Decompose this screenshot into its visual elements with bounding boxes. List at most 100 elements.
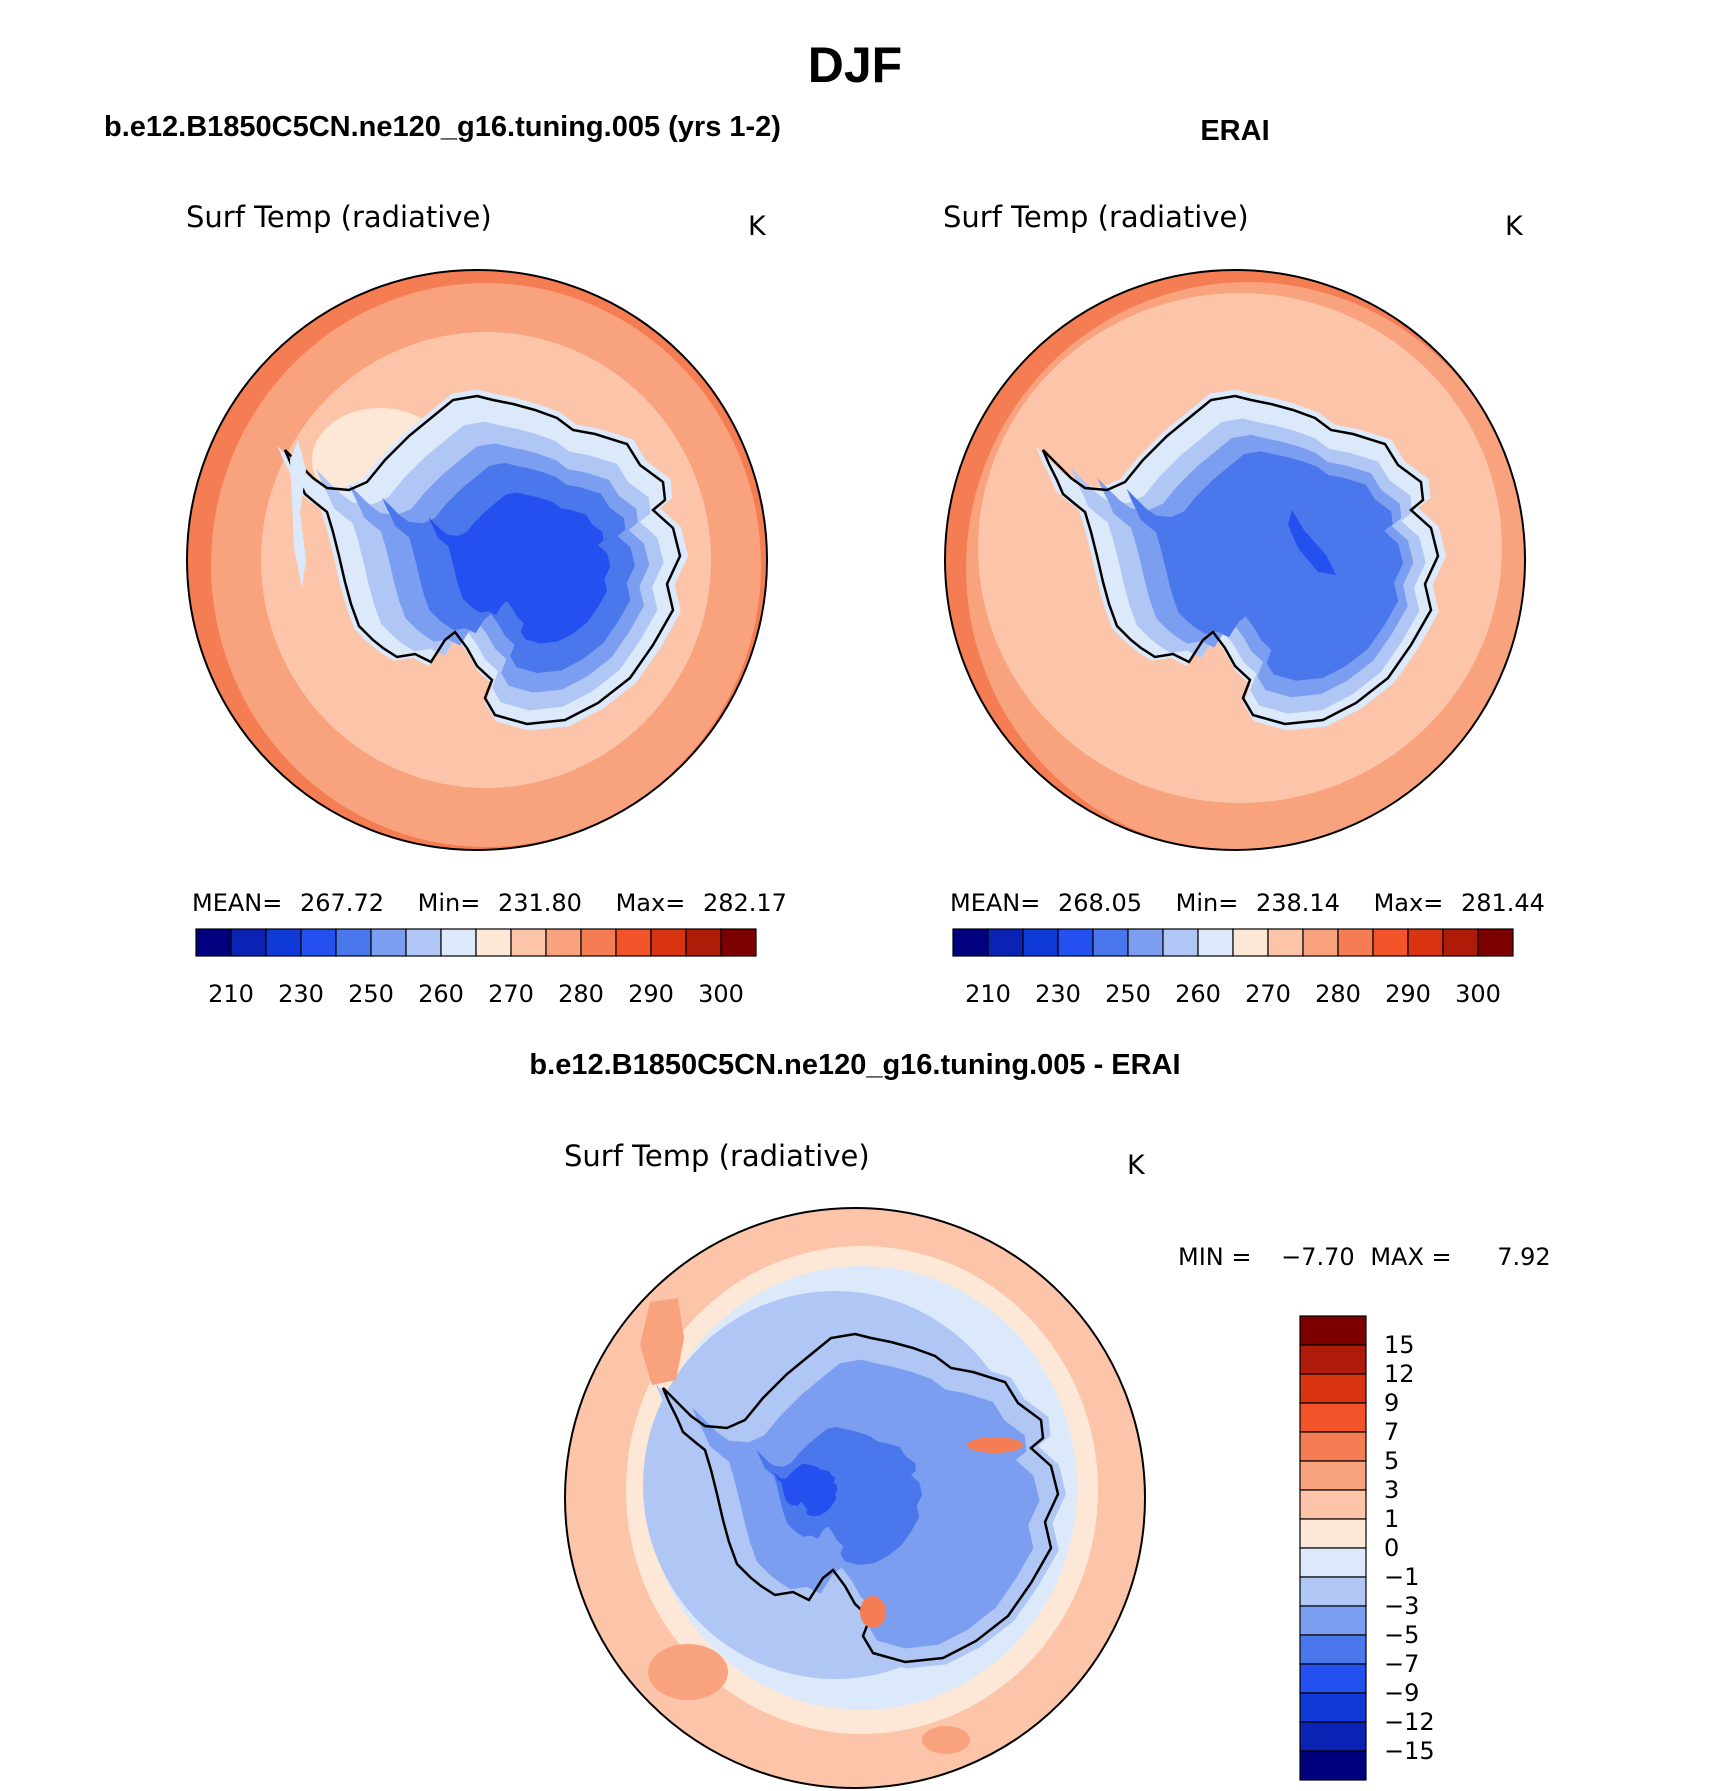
panel-erai-colorbar-tick-label: 260 [1175,980,1221,1008]
panel-model-colorbar-swatch [580,928,617,957]
panel-diff-colorbar-swatch [1299,1518,1367,1549]
panel-diff-min-label: MIN = [1178,1243,1251,1271]
panel-diff-colorbar-tick-label: −15 [1384,1737,1435,1765]
panel-diff-variable: Surf Temp (radiative) [564,1139,870,1173]
panel-model-stats: MEAN= 267.72 Min= 231.80 Max= 282.17 [192,889,787,917]
panel-diff-colorbar-tick-label: 15 [1384,1331,1415,1359]
panel-erai-colorbar-swatch [1442,928,1479,957]
panel-erai-stats: MEAN= 268.05 Min= 238.14 Max= 281.44 [950,889,1545,917]
panel-diff-colorbar-tick-label: −12 [1384,1708,1435,1736]
panel-diff-colorbar-tick-label: 0 [1384,1534,1399,1562]
panel-erai-colorbar-swatch [1477,928,1514,957]
panel-model-colorbar-tick-label: 230 [278,980,324,1008]
panel-diff-colorbar-tick-label: 12 [1384,1360,1415,1388]
panel-diff-case-title: b.e12.B1850C5CN.ne120_g16.tuning.005 - E… [529,1049,1180,1081]
panel-diff-colorbar-tick-label: −5 [1384,1621,1419,1649]
panel-erai-colorbar-tick-label: 300 [1455,980,1501,1008]
panel-model-colorbar-tick-label: 250 [348,980,394,1008]
panel-model-mean: 267.72 [300,889,384,917]
panel-model: b.e12.B1850C5CN.ne120_g16.tuning.005 (yr… [104,111,787,1008]
panel-model-colorbar-swatch [370,928,407,957]
panel-model-map [187,270,767,850]
panel-erai-mean: 268.05 [1058,889,1142,917]
panel-erai-colorbar-swatch [1302,928,1339,957]
panel-diff-colorbar-tick-label: −9 [1384,1679,1419,1707]
panel-erai-colorbar-tick-label: 230 [1035,980,1081,1008]
panel-diff-colorbar-swatch [1299,1605,1367,1636]
panel-erai-colorbar-swatch [1232,928,1269,957]
panel-diff-colorbar-swatch [1299,1692,1367,1723]
panel-diff-colorbar-swatch [1299,1402,1367,1433]
panel-erai-colorbar-swatch [1127,928,1164,957]
panel-erai-colorbar: 210 230 250 260 270 280 290 300 [952,928,1514,1008]
panel-model-colorbar-swatch [650,928,687,957]
panel-model-colorbar-tick-label: 210 [208,980,254,1008]
panel-model-colorbar-tick-label: 270 [488,980,534,1008]
panel-diff-colorbar-swatch [1299,1721,1367,1752]
panel-diff-colorbar-swatch [1299,1315,1367,1346]
panel-erai-colorbar-tick-label: 250 [1105,980,1151,1008]
panel-diff-colorbar-tick-label: −7 [1384,1650,1419,1678]
panel-diff-colorbar-tick-label: 3 [1384,1476,1399,1504]
panel-diff-max-label: MAX = [1370,1243,1451,1271]
season-title: DJF [808,37,902,93]
panel-diff-max: 7.92 [1497,1243,1550,1271]
panel-erai-min: 238.14 [1256,889,1340,917]
panel-diff-colorbar-tick-label: −3 [1384,1592,1419,1620]
panel-diff-colorbar-swatch [1299,1634,1367,1665]
panel-model-colorbar-tick-label: 260 [418,980,464,1008]
panel-erai-min-label: Min= [1176,889,1239,917]
panel-erai-mean-label: MEAN= [950,889,1040,917]
panel-diff-min: −7.70 [1281,1243,1355,1271]
panel-erai-variable: Surf Temp (radiative) [943,200,1249,234]
panel-model-max: 282.17 [703,889,787,917]
panel-erai-colorbar-swatch [1092,928,1129,957]
panel-diff-colorbar-tick-label: 7 [1384,1418,1399,1446]
panel-erai-colorbar-swatch [1267,928,1304,957]
panel-model-colorbar-swatch [440,928,477,957]
panel-model-mean-label: MEAN= [192,889,282,917]
panel-model-colorbar-swatch [545,928,582,957]
panel-erai-case-title: ERAI [1200,115,1269,147]
panel-model-variable: Surf Temp (radiative) [186,200,492,234]
panel-diff: b.e12.B1850C5CN.ne120_g16.tuning.005 - E… [529,1049,1551,1789]
panel-erai-units: K [1505,211,1524,242]
panel-diff-colorbar-swatch [1299,1489,1367,1520]
panel-diff-colorbar-swatch [1299,1663,1367,1694]
panel-erai-colorbar-swatch [1407,928,1444,957]
panel-model-units: K [748,211,767,242]
panel-model-colorbar-swatch [720,928,757,957]
panel-diff-colorbar-swatch [1299,1431,1367,1462]
panel-model-max-label: Max= [616,889,686,917]
panel-model-colorbar-swatch [615,928,652,957]
panel-erai-colorbar-swatch [1337,928,1374,957]
panel-erai-colorbar-tick-label: 270 [1245,980,1291,1008]
panel-erai: ERAI Surf Temp (radiative) K MEAN= 268.0… [943,115,1545,1008]
panel-erai-max: 281.44 [1461,889,1545,917]
panel-diff-map [565,1208,1145,1788]
panel-diff-colorbar-tick-label: −1 [1384,1563,1419,1591]
panel-model-colorbar-tick-label: 280 [558,980,604,1008]
panel-diff-stats: MIN = −7.70 MAX = 7.92 [1178,1243,1551,1271]
panel-model-colorbar-swatch [265,928,302,957]
panel-model-colorbar-swatch [230,928,267,957]
panel-diff-units: K [1127,1150,1146,1181]
panel-model-colorbar-swatch [195,928,232,957]
panel-erai-colorbar-swatch [987,928,1024,957]
panel-model-case-title: b.e12.B1850C5CN.ne120_g16.tuning.005 (yr… [104,111,781,143]
panel-diff-colorbar-swatch [1299,1576,1367,1607]
panel-diff-colorbar-swatch [1299,1750,1367,1781]
panel-erai-colorbar-swatch [1197,928,1234,957]
panel-model-colorbar-tick-label: 290 [628,980,674,1008]
panel-diff-colorbar-swatch [1299,1460,1367,1491]
panel-erai-colorbar-tick-label: 290 [1385,980,1431,1008]
panel-model-colorbar-swatch [335,928,372,957]
panel-erai-map [945,270,1525,850]
panel-model-colorbar-swatch [300,928,337,957]
panel-erai-colorbar-tick-label: 210 [965,980,1011,1008]
panel-model-colorbar-swatch [405,928,442,957]
panel-model-min-label: Min= [418,889,481,917]
panel-erai-colorbar-tick-label: 280 [1315,980,1361,1008]
